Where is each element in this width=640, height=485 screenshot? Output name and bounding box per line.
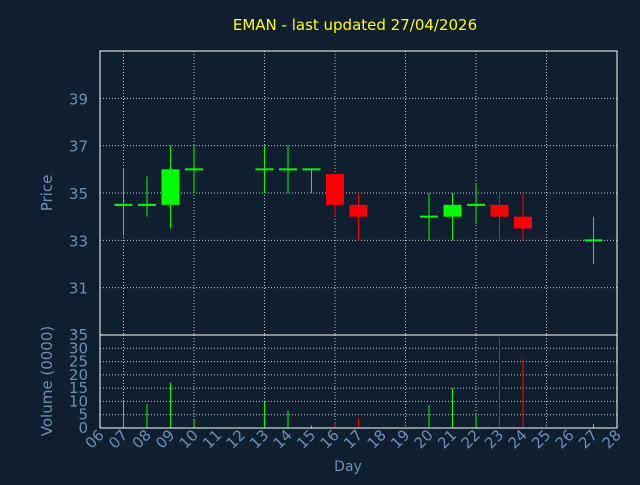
day-tick-label: 13: [246, 426, 272, 452]
price-axis-ticks: 31 33 35 37 39: [69, 90, 88, 297]
candle-body: [443, 204, 462, 217]
candle: [138, 176, 156, 217]
day-tick-label: 25: [528, 426, 554, 452]
price-tick-label: 39: [69, 90, 88, 108]
volume-bars: [123, 337, 594, 428]
candle-body: [349, 204, 368, 217]
day-tick-label: 21: [434, 426, 460, 452]
price-candles: [114, 145, 603, 264]
day-axis-ticks: 0607080910111213141516171819202122232425…: [82, 426, 625, 452]
day-tick-label: 15: [293, 426, 319, 452]
volume-tick-label: 0: [78, 419, 88, 437]
day-tick-label: 17: [340, 426, 366, 452]
price-tick-label: 37: [69, 138, 88, 156]
candle: [514, 193, 532, 241]
candle: [443, 193, 462, 241]
candle-body: [514, 216, 532, 229]
volume-tick-label: 20: [69, 366, 88, 384]
day-tick-label: 22: [458, 426, 484, 452]
chart-title: EMAN - last updated 27/04/2026: [233, 16, 477, 34]
day-tick-label: 20: [411, 426, 437, 452]
day-tick-label: 19: [387, 426, 413, 452]
day-tick-label: 23: [481, 426, 507, 452]
day-tick-label: 28: [599, 426, 625, 452]
day-tick-label: 16: [317, 426, 343, 452]
volume-tick-label: 25: [69, 353, 88, 371]
volume-tick-label: 35: [69, 326, 88, 344]
day-tick-label: 09: [152, 426, 178, 452]
volume-tick-label: 5: [78, 406, 88, 424]
candle: [467, 183, 485, 224]
candle: [349, 193, 368, 241]
day-tick-label: 14: [270, 426, 296, 452]
day-tick-label: 11: [199, 426, 225, 452]
volume-tick-label: 10: [69, 392, 88, 410]
day-axis-label: Day: [334, 459, 362, 475]
day-tick-label: 10: [176, 426, 202, 452]
candle: [584, 216, 603, 264]
price-tick-label: 35: [69, 185, 88, 203]
candle: [302, 168, 321, 193]
candle: [420, 193, 438, 241]
volume-tick-label: 15: [69, 379, 88, 397]
day-tick-label: 24: [505, 426, 531, 452]
candle-body: [161, 169, 180, 205]
volume-axis-label: Volume (0000): [38, 326, 56, 436]
candle: [185, 145, 203, 193]
candle-body: [490, 204, 509, 217]
day-tick-label: 18: [364, 426, 390, 452]
candle-body: [326, 174, 344, 205]
candle: [161, 145, 180, 229]
candle: [114, 169, 133, 236]
day-tick-label: 27: [575, 426, 601, 452]
price-tick-label: 33: [69, 232, 88, 250]
day-tick-label: 26: [552, 426, 578, 452]
candle: [326, 174, 344, 217]
price-tick-label: 31: [69, 280, 88, 298]
day-tick-label: 08: [129, 426, 155, 452]
candle: [279, 145, 297, 193]
volume-plot-frame: [99, 334, 618, 429]
volume-tick-label: 30: [69, 339, 88, 357]
day-tick-label: 07: [105, 426, 131, 452]
price-axis-label: Price: [38, 175, 56, 212]
candle: [490, 193, 509, 241]
volume-grid: [100, 335, 617, 428]
candle: [255, 145, 274, 193]
day-tick-label: 12: [223, 426, 249, 452]
